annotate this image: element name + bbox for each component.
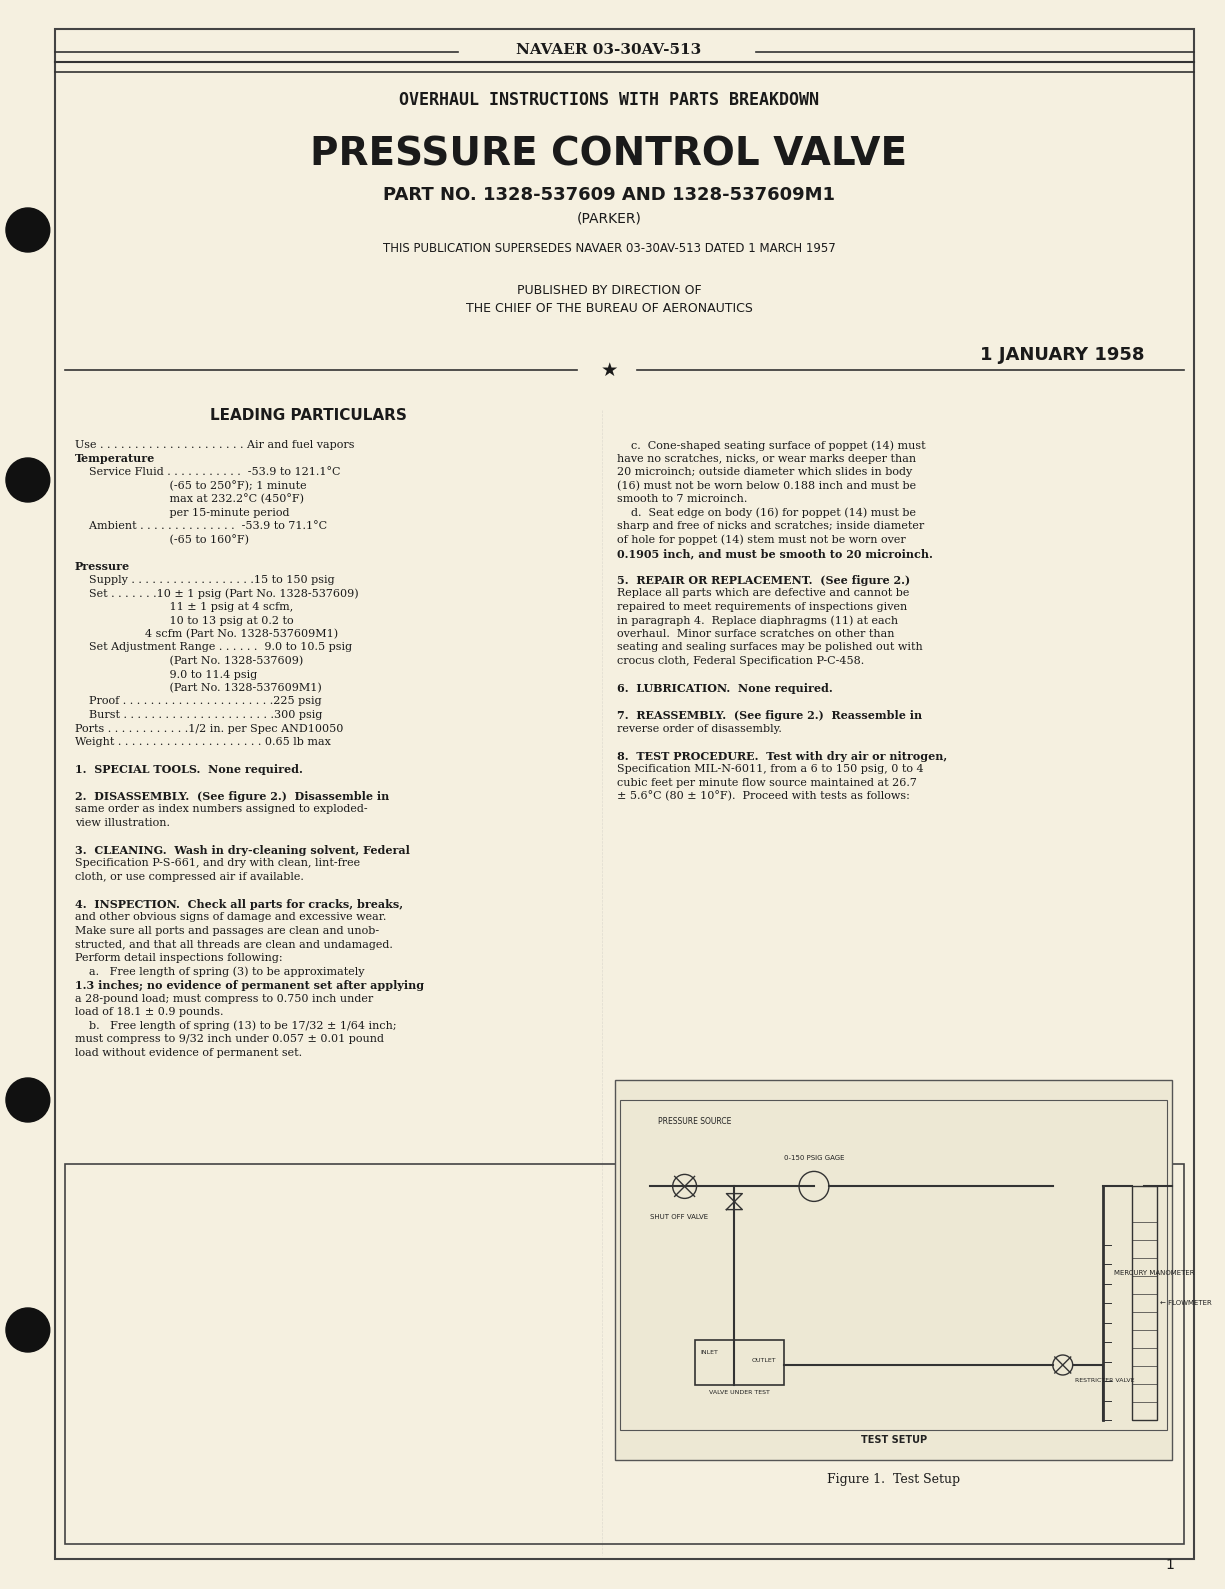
Text: NAVAER 03-30AV-513: NAVAER 03-30AV-513 — [517, 43, 702, 57]
Text: THE CHIEF OF THE BUREAU OF AERONAUTICS: THE CHIEF OF THE BUREAU OF AERONAUTICS — [466, 302, 752, 315]
Text: TEST SETUP: TEST SETUP — [860, 1435, 926, 1444]
Text: reverse order of disassembly.: reverse order of disassembly. — [617, 723, 782, 734]
Text: MERCURY MANOMETER: MERCURY MANOMETER — [1115, 1270, 1196, 1276]
Text: Supply . . . . . . . . . . . . . . . . . .15 to 150 psig: Supply . . . . . . . . . . . . . . . . .… — [75, 575, 334, 585]
Text: repaired to meet requirements of inspections given: repaired to meet requirements of inspect… — [617, 602, 908, 612]
Text: PRESSURE CONTROL VALVE: PRESSURE CONTROL VALVE — [310, 137, 908, 175]
Text: 8.  TEST PROCEDURE.  Test with dry air or nitrogen,: 8. TEST PROCEDURE. Test with dry air or … — [617, 750, 947, 761]
Text: and other obvious signs of damage and excessive wear.: and other obvious signs of damage and ex… — [75, 912, 386, 923]
Text: c.  Cone-shaped seating surface of poppet (14) must: c. Cone-shaped seating surface of poppet… — [617, 440, 926, 451]
Bar — [1132, 1187, 1158, 1421]
Text: load without evidence of permanent set.: load without evidence of permanent set. — [75, 1047, 301, 1058]
Text: Burst . . . . . . . . . . . . . . . . . . . . . .300 psig: Burst . . . . . . . . . . . . . . . . . … — [75, 710, 322, 720]
Text: have no scratches, nicks, or wear marks deeper than: have no scratches, nicks, or wear marks … — [617, 453, 916, 464]
Text: crocus cloth, Federal Specification P-C-458.: crocus cloth, Federal Specification P-C-… — [617, 656, 864, 666]
Text: 10 to 13 psig at 0.2 to: 10 to 13 psig at 0.2 to — [75, 615, 293, 626]
Text: Ports . . . . . . . . . . . .1/2 in. per Spec AND10050: Ports . . . . . . . . . . . .1/2 in. per… — [75, 723, 343, 734]
Bar — [615, 1081, 1172, 1460]
Text: 1.3 inches; no evidence of permanent set after applying: 1.3 inches; no evidence of permanent set… — [75, 980, 424, 992]
Text: 6.  LUBRICATION.  None required.: 6. LUBRICATION. None required. — [617, 683, 833, 694]
Text: OUTLET: OUTLET — [752, 1357, 777, 1362]
Text: cubic feet per minute flow source maintained at 26.7: cubic feet per minute flow source mainta… — [617, 777, 916, 788]
Text: structed, and that all threads are clean and undamaged.: structed, and that all threads are clean… — [75, 939, 392, 950]
Text: overhaul.  Minor surface scratches on other than: overhaul. Minor surface scratches on oth… — [617, 629, 894, 639]
Text: (-65 to 160°F): (-65 to 160°F) — [75, 534, 249, 545]
Text: cloth, or use compressed air if available.: cloth, or use compressed air if availabl… — [75, 872, 304, 882]
Bar — [620, 1100, 1167, 1430]
Text: PRESSURE SOURCE: PRESSURE SOURCE — [658, 1117, 731, 1127]
Text: (Part No. 1328-537609M1): (Part No. 1328-537609M1) — [75, 683, 321, 693]
Text: Replace all parts which are defective and cannot be: Replace all parts which are defective an… — [617, 588, 909, 599]
Text: PART NO. 1328-537609 AND 1328-537609M1: PART NO. 1328-537609 AND 1328-537609M1 — [383, 186, 835, 203]
Text: Set Adjustment Range . . . . . .  9.0 to 10.5 psig: Set Adjustment Range . . . . . . 9.0 to … — [75, 642, 352, 653]
Circle shape — [6, 1077, 50, 1122]
Text: VALVE UNDER TEST: VALVE UNDER TEST — [709, 1390, 769, 1395]
Text: 11 ± 1 psig at 4 scfm,: 11 ± 1 psig at 4 scfm, — [75, 602, 293, 612]
Text: Specification P-S-661, and dry with clean, lint-free: Specification P-S-661, and dry with clea… — [75, 858, 360, 869]
Text: PUBLISHED BY DIRECTION OF: PUBLISHED BY DIRECTION OF — [517, 283, 701, 297]
Text: 0-150 PSIG GAGE: 0-150 PSIG GAGE — [784, 1155, 844, 1162]
Text: a.   Free length of spring (3) to be approximately: a. Free length of spring (3) to be appro… — [75, 966, 364, 977]
Text: same order as index numbers assigned to exploded-: same order as index numbers assigned to … — [75, 804, 368, 815]
Text: 7.  REASSEMBLY.  (See figure 2.)  Reassemble in: 7. REASSEMBLY. (See figure 2.) Reassembl… — [617, 710, 922, 721]
Text: (-65 to 250°F); 1 minute: (-65 to 250°F); 1 minute — [75, 480, 306, 491]
Text: SHUT OFF VALVE: SHUT OFF VALVE — [649, 1214, 708, 1220]
Text: Pressure: Pressure — [75, 561, 130, 572]
Text: of hole for poppet (14) stem must not be worn over: of hole for poppet (14) stem must not be… — [617, 534, 905, 545]
Text: OVERHAUL INSTRUCTIONS WITH PARTS BREAKDOWN: OVERHAUL INSTRUCTIONS WITH PARTS BREAKDO… — [399, 91, 820, 110]
Text: Use . . . . . . . . . . . . . . . . . . . . . Air and fuel vapors: Use . . . . . . . . . . . . . . . . . . … — [75, 440, 354, 450]
Text: b.   Free length of spring (13) to be 17/32 ± 1/64 inch;: b. Free length of spring (13) to be 17/3… — [75, 1020, 396, 1031]
Bar — [695, 1340, 784, 1386]
Text: Temperature: Temperature — [75, 453, 154, 464]
Text: d.  Seat edge on body (16) for poppet (14) must be: d. Seat edge on body (16) for poppet (14… — [617, 507, 916, 518]
Text: 3.  CLEANING.  Wash in dry-cleaning solvent, Federal: 3. CLEANING. Wash in dry-cleaning solven… — [75, 845, 409, 856]
Text: must compress to 9/32 inch under 0.057 ± 0.01 pound: must compress to 9/32 inch under 0.057 ±… — [75, 1034, 383, 1044]
Text: RESTRICTER VALVE: RESTRICTER VALVE — [1074, 1378, 1134, 1382]
Text: 20 microinch; outside diameter which slides in body: 20 microinch; outside diameter which sli… — [617, 467, 913, 477]
Text: Figure 1.  Test Setup: Figure 1. Test Setup — [827, 1473, 960, 1486]
Text: 1.  SPECIAL TOOLS.  None required.: 1. SPECIAL TOOLS. None required. — [75, 764, 303, 775]
Text: 2.  DISASSEMBLY.  (See figure 2.)  Disassemble in: 2. DISASSEMBLY. (See figure 2.) Disassem… — [75, 791, 388, 802]
Text: 1: 1 — [1165, 1557, 1175, 1572]
Text: 0.1905 inch, and must be smooth to 20 microinch.: 0.1905 inch, and must be smooth to 20 mi… — [617, 548, 932, 559]
Text: Ambient . . . . . . . . . . . . . .  -53.9 to 71.1°C: Ambient . . . . . . . . . . . . . . -53.… — [75, 521, 327, 531]
Text: INLET: INLET — [701, 1351, 718, 1355]
Text: smooth to 7 microinch.: smooth to 7 microinch. — [617, 494, 747, 504]
Text: Service Fluid . . . . . . . . . . .  -53.9 to 121.1°C: Service Fluid . . . . . . . . . . . -53.… — [75, 467, 341, 477]
Text: Proof . . . . . . . . . . . . . . . . . . . . . .225 psig: Proof . . . . . . . . . . . . . . . . . … — [75, 696, 321, 707]
Text: load of 18.1 ± 0.9 pounds.: load of 18.1 ± 0.9 pounds. — [75, 1007, 223, 1017]
Text: Specification MIL-N-6011, from a 6 to 150 psig, 0 to 4: Specification MIL-N-6011, from a 6 to 15… — [617, 764, 924, 774]
Text: 4 scfm (Part No. 1328-537609M1): 4 scfm (Part No. 1328-537609M1) — [75, 629, 338, 639]
Text: THIS PUBLICATION SUPERSEDES NAVAER 03-30AV-513 DATED 1 MARCH 1957: THIS PUBLICATION SUPERSEDES NAVAER 03-30… — [382, 242, 835, 254]
Bar — [65, 1165, 1185, 1545]
Circle shape — [6, 1308, 50, 1352]
Circle shape — [6, 458, 50, 502]
Text: a 28-pound load; must compress to 0.750 inch under: a 28-pound load; must compress to 0.750 … — [75, 993, 372, 1004]
Text: 4.  INSPECTION.  Check all parts for cracks, breaks,: 4. INSPECTION. Check all parts for crack… — [75, 899, 403, 910]
Text: ← FLOWMETER: ← FLOWMETER — [1160, 1300, 1212, 1306]
Text: in paragraph 4.  Replace diaphragms (11) at each: in paragraph 4. Replace diaphragms (11) … — [617, 615, 898, 626]
Text: Weight . . . . . . . . . . . . . . . . . . . . . 0.65 lb max: Weight . . . . . . . . . . . . . . . . .… — [75, 737, 331, 747]
Text: 1 JANUARY 1958: 1 JANUARY 1958 — [980, 346, 1144, 364]
Text: Set . . . . . . .10 ± 1 psig (Part No. 1328-537609): Set . . . . . . .10 ± 1 psig (Part No. 1… — [75, 588, 358, 599]
Text: sharp and free of nicks and scratches; inside diameter: sharp and free of nicks and scratches; i… — [617, 521, 924, 531]
Text: (PARKER): (PARKER) — [577, 211, 642, 226]
Text: Make sure all ports and passages are clean and unob-: Make sure all ports and passages are cle… — [75, 926, 379, 936]
Text: max at 232.2°C (450°F): max at 232.2°C (450°F) — [75, 494, 304, 505]
Text: 9.0 to 11.4 psig: 9.0 to 11.4 psig — [75, 669, 257, 680]
Text: seating and sealing surfaces may be polished out with: seating and sealing surfaces may be poli… — [617, 642, 922, 653]
Text: per 15-minute period: per 15-minute period — [75, 507, 289, 518]
Text: 5.  REPAIR OR REPLACEMENT.  (See figure 2.): 5. REPAIR OR REPLACEMENT. (See figure 2.… — [617, 575, 910, 586]
Text: view illustration.: view illustration. — [75, 818, 169, 828]
Text: ★: ★ — [600, 361, 617, 380]
Text: LEADING PARTICULARS: LEADING PARTICULARS — [209, 407, 407, 423]
Text: ± 5.6°C (80 ± 10°F).  Proceed with tests as follows:: ± 5.6°C (80 ± 10°F). Proceed with tests … — [617, 791, 910, 801]
Text: (16) must not be worn below 0.188 inch and must be: (16) must not be worn below 0.188 inch a… — [617, 480, 916, 491]
Circle shape — [6, 208, 50, 253]
Text: Perform detail inspections following:: Perform detail inspections following: — [75, 953, 282, 963]
Text: (Part No. 1328-537609): (Part No. 1328-537609) — [75, 656, 303, 666]
